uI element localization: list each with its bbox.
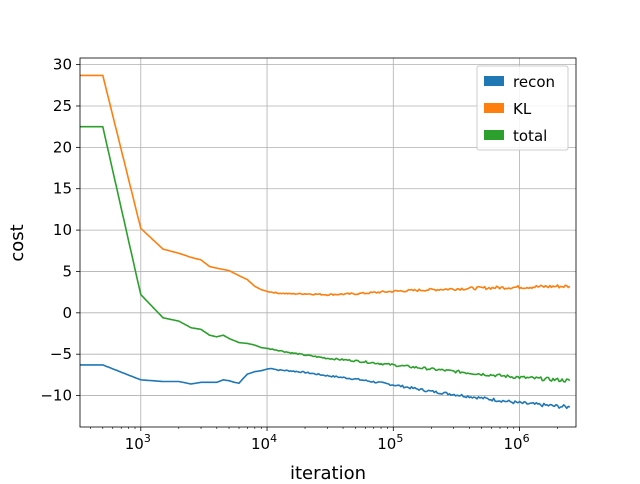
y-tick-label: 10 <box>53 221 72 239</box>
y-tick-label: 30 <box>53 56 72 74</box>
legend-swatch-recon <box>484 76 504 86</box>
plot-frame <box>79 57 577 428</box>
legend-label-recon: recon <box>513 73 555 91</box>
legend-swatch-total <box>484 130 504 140</box>
y-axis-label: cost <box>7 224 28 261</box>
legend-swatch-KL <box>484 103 504 113</box>
y-tick-label: 25 <box>53 97 72 115</box>
y-tick-label: −10 <box>40 387 72 405</box>
series-lines <box>80 74 571 410</box>
legend-label-KL: KL <box>513 100 532 118</box>
legend-box <box>476 65 569 151</box>
y-tick-label: −5 <box>50 345 72 363</box>
series-line-total <box>80 125 571 383</box>
y-tick-label: 0 <box>62 304 72 322</box>
legend-label-total: total <box>513 127 547 145</box>
x-axis-label: iteration <box>290 463 366 480</box>
series-line-recon <box>80 364 571 410</box>
series-line-KL <box>80 74 571 297</box>
y-tick-label: 15 <box>53 180 72 198</box>
y-tick-label: 5 <box>62 262 72 280</box>
legend: recon KL total <box>476 65 569 151</box>
y-tick-label: 20 <box>53 138 72 156</box>
